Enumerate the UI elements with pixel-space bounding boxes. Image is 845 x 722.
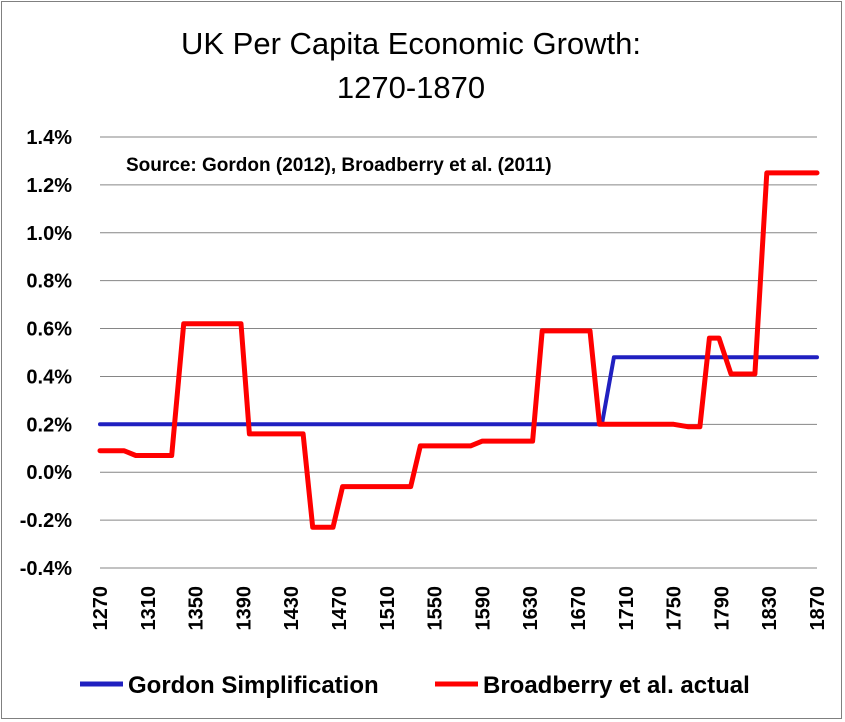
y-tick-label: 0.4% bbox=[26, 366, 72, 388]
legend-label-gordon: Gordon Simplification bbox=[128, 672, 379, 699]
legend-label-broadberry: Broadberry et al. actual bbox=[483, 672, 750, 699]
x-tick-label: 1870 bbox=[807, 586, 829, 631]
x-tick-label: 1310 bbox=[138, 586, 160, 631]
y-tick-label: 0.6% bbox=[26, 319, 72, 341]
y-tick-label: 0.2% bbox=[26, 414, 72, 436]
x-tick-label: 1830 bbox=[759, 586, 781, 631]
y-tick-label: 1.2% bbox=[26, 175, 72, 197]
x-tick-label: 1390 bbox=[233, 586, 255, 631]
y-tick-label: 0.8% bbox=[26, 271, 72, 293]
y-tick-label: -0.2% bbox=[20, 510, 72, 532]
x-tick-label: 1630 bbox=[520, 586, 542, 631]
y-tick-label: 0.0% bbox=[26, 462, 72, 484]
chart-title-line-2: 1270-1870 bbox=[337, 70, 485, 105]
y-axis-tick-labels: -0.4% -0.2% 0.0% 0.2% 0.4% 0.6% 0.8% 1.0% 1.2% 1.… bbox=[20, 127, 72, 580]
x-tick-label: 1750 bbox=[664, 586, 686, 631]
y-tick-label: 1.0% bbox=[26, 223, 72, 245]
x-tick-label: 1790 bbox=[711, 586, 733, 631]
broadberry-actual-line bbox=[97, 170, 820, 530]
x-tick-label: 1670 bbox=[568, 586, 590, 631]
x-tick-label: 1470 bbox=[329, 586, 351, 631]
y-tick-label: -0.4% bbox=[20, 558, 72, 580]
x-tick-label: 1350 bbox=[186, 586, 208, 631]
source-annotation: Source: Gordon (2012), Broadberry et al.… bbox=[126, 155, 552, 176]
x-tick-label: 1430 bbox=[281, 586, 303, 631]
y-tick-label: 1.4% bbox=[26, 127, 72, 149]
x-tick-label: 1590 bbox=[472, 586, 494, 631]
series-lines bbox=[97, 170, 820, 530]
x-tick-label: 1510 bbox=[377, 586, 399, 631]
legend: Gordon Simplification Broadberry et al. … bbox=[80, 672, 750, 699]
x-tick-label: 1270 bbox=[90, 586, 112, 631]
x-axis-tick-labels: 1270 1310 1350 1390 1430 1470 1510 1550 1590 1630… bbox=[90, 586, 829, 631]
gordon-simplification-line bbox=[98, 355, 819, 427]
x-tick-label: 1710 bbox=[616, 586, 638, 631]
chart-title-line-1: UK Per Capita Economic Growth: bbox=[181, 26, 641, 61]
x-tick-label: 1550 bbox=[425, 586, 447, 631]
